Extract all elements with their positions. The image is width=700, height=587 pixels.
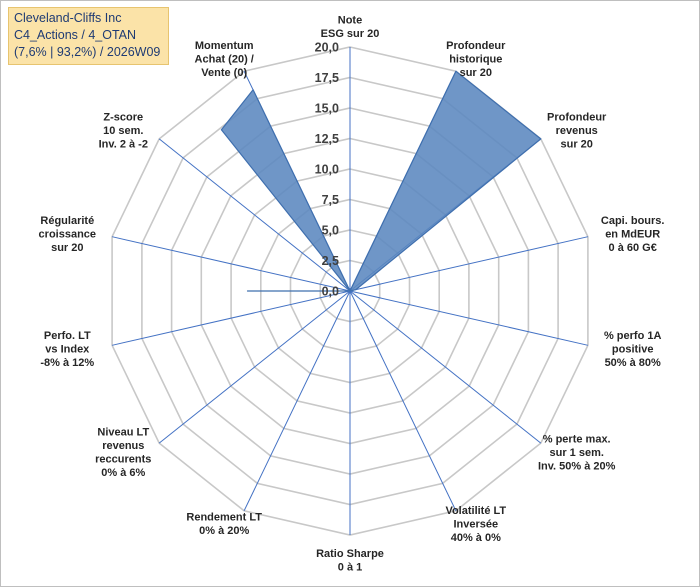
axis-label-2: Profondeur revenus sur 20 — [547, 112, 607, 151]
tick-label-8: 20,0 — [315, 41, 339, 55]
axis-label-6-line-2: 40% à 0% — [451, 532, 501, 544]
axis-label-4-line-0: % perfo 1A — [604, 330, 662, 342]
spoke-10 — [111, 290, 351, 346]
chart-title-box: Cleveland-Cliffs Inc C4_Actions / 4_OTAN… — [8, 7, 169, 65]
spoke-8 — [243, 290, 351, 512]
axis-label-13-line-1: Achat (20) / — [195, 54, 254, 66]
axis-label-6-line-0: Volatilité LT — [445, 505, 506, 517]
axis-label-9-line-3: 0% à 6% — [101, 467, 145, 479]
axis-label-0: Note ESG sur 20 — [321, 15, 380, 41]
axis-label-5: % perte max. sur 1 sem. Inv. 50% à 20% — [538, 433, 616, 472]
tick-label-0: 0,0 — [322, 285, 339, 299]
axis-label-11-line-2: sur 20 — [51, 242, 83, 254]
axis-label-5-line-2: Inv. 50% à 20% — [538, 460, 616, 472]
axis-label-3: Capi. bours. en MdEUR 0 à 60 G€ — [601, 215, 665, 254]
axis-label-12-line-1: 10 sem. — [103, 125, 143, 137]
axis-label-7-line-1: 0 à 1 — [338, 562, 362, 574]
axis-label-8-line-1: 0% à 20% — [199, 525, 249, 537]
radar-tick-labels: 0,0 2,5 5,0 7,5 10,0 12,5 15,0 17,5 20,0 — [315, 41, 339, 299]
axis-label-0-line-1: ESG sur 20 — [321, 28, 380, 40]
score-period: (7,6% | 93,2%) / 2026W09 — [14, 45, 161, 59]
spoke-4 — [349, 290, 589, 346]
tick-label-5: 12,5 — [315, 132, 339, 146]
tick-label-3: 7,5 — [322, 193, 339, 207]
axis-label-1-line-0: Profondeur — [446, 40, 506, 52]
axis-label-5-line-0: % perte max. — [543, 433, 611, 445]
spoke-12 — [158, 138, 351, 292]
axis-label-6: Volatilité LT Inversée 40% à 0% — [445, 505, 506, 544]
axis-label-7: Ratio Sharpe 0 à 1 — [316, 548, 384, 574]
axis-label-11-line-1: croissance — [39, 229, 96, 241]
axis-label-12: Z-score 10 sem. Inv. 2 à -2 — [99, 112, 148, 151]
spoke-5 — [349, 290, 542, 444]
axis-label-9: Niveau LT revenus reccurents 0% à 6% — [95, 427, 151, 480]
axis-label-3-line-1: en MdEUR — [605, 229, 660, 241]
axis-label-3-line-2: 0 à 60 G€ — [609, 242, 657, 254]
axis-label-13-line-0: Momentum — [195, 40, 254, 52]
axis-label-9-line-0: Niveau LT — [97, 427, 149, 439]
axis-label-11-line-0: Régularité — [40, 215, 94, 227]
spoke-6 — [349, 290, 457, 512]
axis-label-1: Profondeur historique sur 20 — [446, 40, 506, 79]
spoke-3 — [349, 236, 589, 292]
spoke-11 — [111, 236, 351, 292]
axis-label-9-line-1: revenus — [102, 440, 144, 452]
axis-label-11: Régularité croissance sur 20 — [39, 215, 96, 254]
axis-label-4-line-2: 50% à 80% — [605, 357, 661, 369]
portfolio-category: C4_Actions / 4_OTAN — [14, 28, 137, 42]
tick-label-7: 17,5 — [315, 71, 339, 85]
tick-label-2: 5,0 — [322, 224, 339, 238]
axis-label-13: Momentum Achat (20) / Vente (0) — [195, 40, 254, 79]
axis-label-10-line-0: Perfo. LT — [44, 330, 91, 342]
axis-label-6-line-1: Inversée — [453, 518, 498, 530]
company-name: Cleveland-Cliffs Inc — [14, 11, 122, 25]
axis-label-10-line-2: -8% à 12% — [40, 357, 94, 369]
spoke-9 — [158, 290, 351, 444]
axis-label-13-line-2: Vente (0) — [201, 67, 247, 79]
axis-label-0-line-0: Note — [338, 15, 362, 27]
axis-label-7-line-0: Ratio Sharpe — [316, 548, 384, 560]
axis-label-5-line-1: sur 1 sem. — [549, 447, 603, 459]
tick-label-6: 15,0 — [315, 102, 339, 116]
tick-label-4: 10,0 — [315, 163, 339, 177]
axis-label-8: Rendement LT 0% à 20% — [186, 512, 262, 538]
axis-label-3-line-0: Capi. bours. — [601, 215, 665, 227]
axis-label-4-line-1: positive — [612, 343, 654, 355]
axis-label-9-line-2: reccurents — [95, 454, 151, 466]
axis-label-4: % perfo 1A positive 50% à 80% — [604, 330, 662, 369]
radar-series — [220, 70, 542, 292]
series-area — [220, 70, 542, 292]
axis-label-12-line-0: Z-score — [103, 112, 143, 124]
axis-label-8-line-0: Rendement LT — [186, 512, 262, 524]
axis-label-2-line-2: sur 20 — [560, 139, 592, 151]
axis-label-2-line-0: Profondeur — [547, 112, 607, 124]
axis-label-10: Perfo. LT vs Index -8% à 12% — [40, 330, 94, 369]
axis-label-1-line-2: sur 20 — [460, 67, 492, 79]
axis-label-1-line-1: historique — [449, 54, 502, 66]
tick-label-1: 2,5 — [322, 254, 339, 268]
axis-label-12-line-2: Inv. 2 à -2 — [99, 139, 148, 151]
axis-label-10-line-1: vs Index — [45, 343, 90, 355]
axis-label-2-line-1: revenus — [556, 125, 598, 137]
